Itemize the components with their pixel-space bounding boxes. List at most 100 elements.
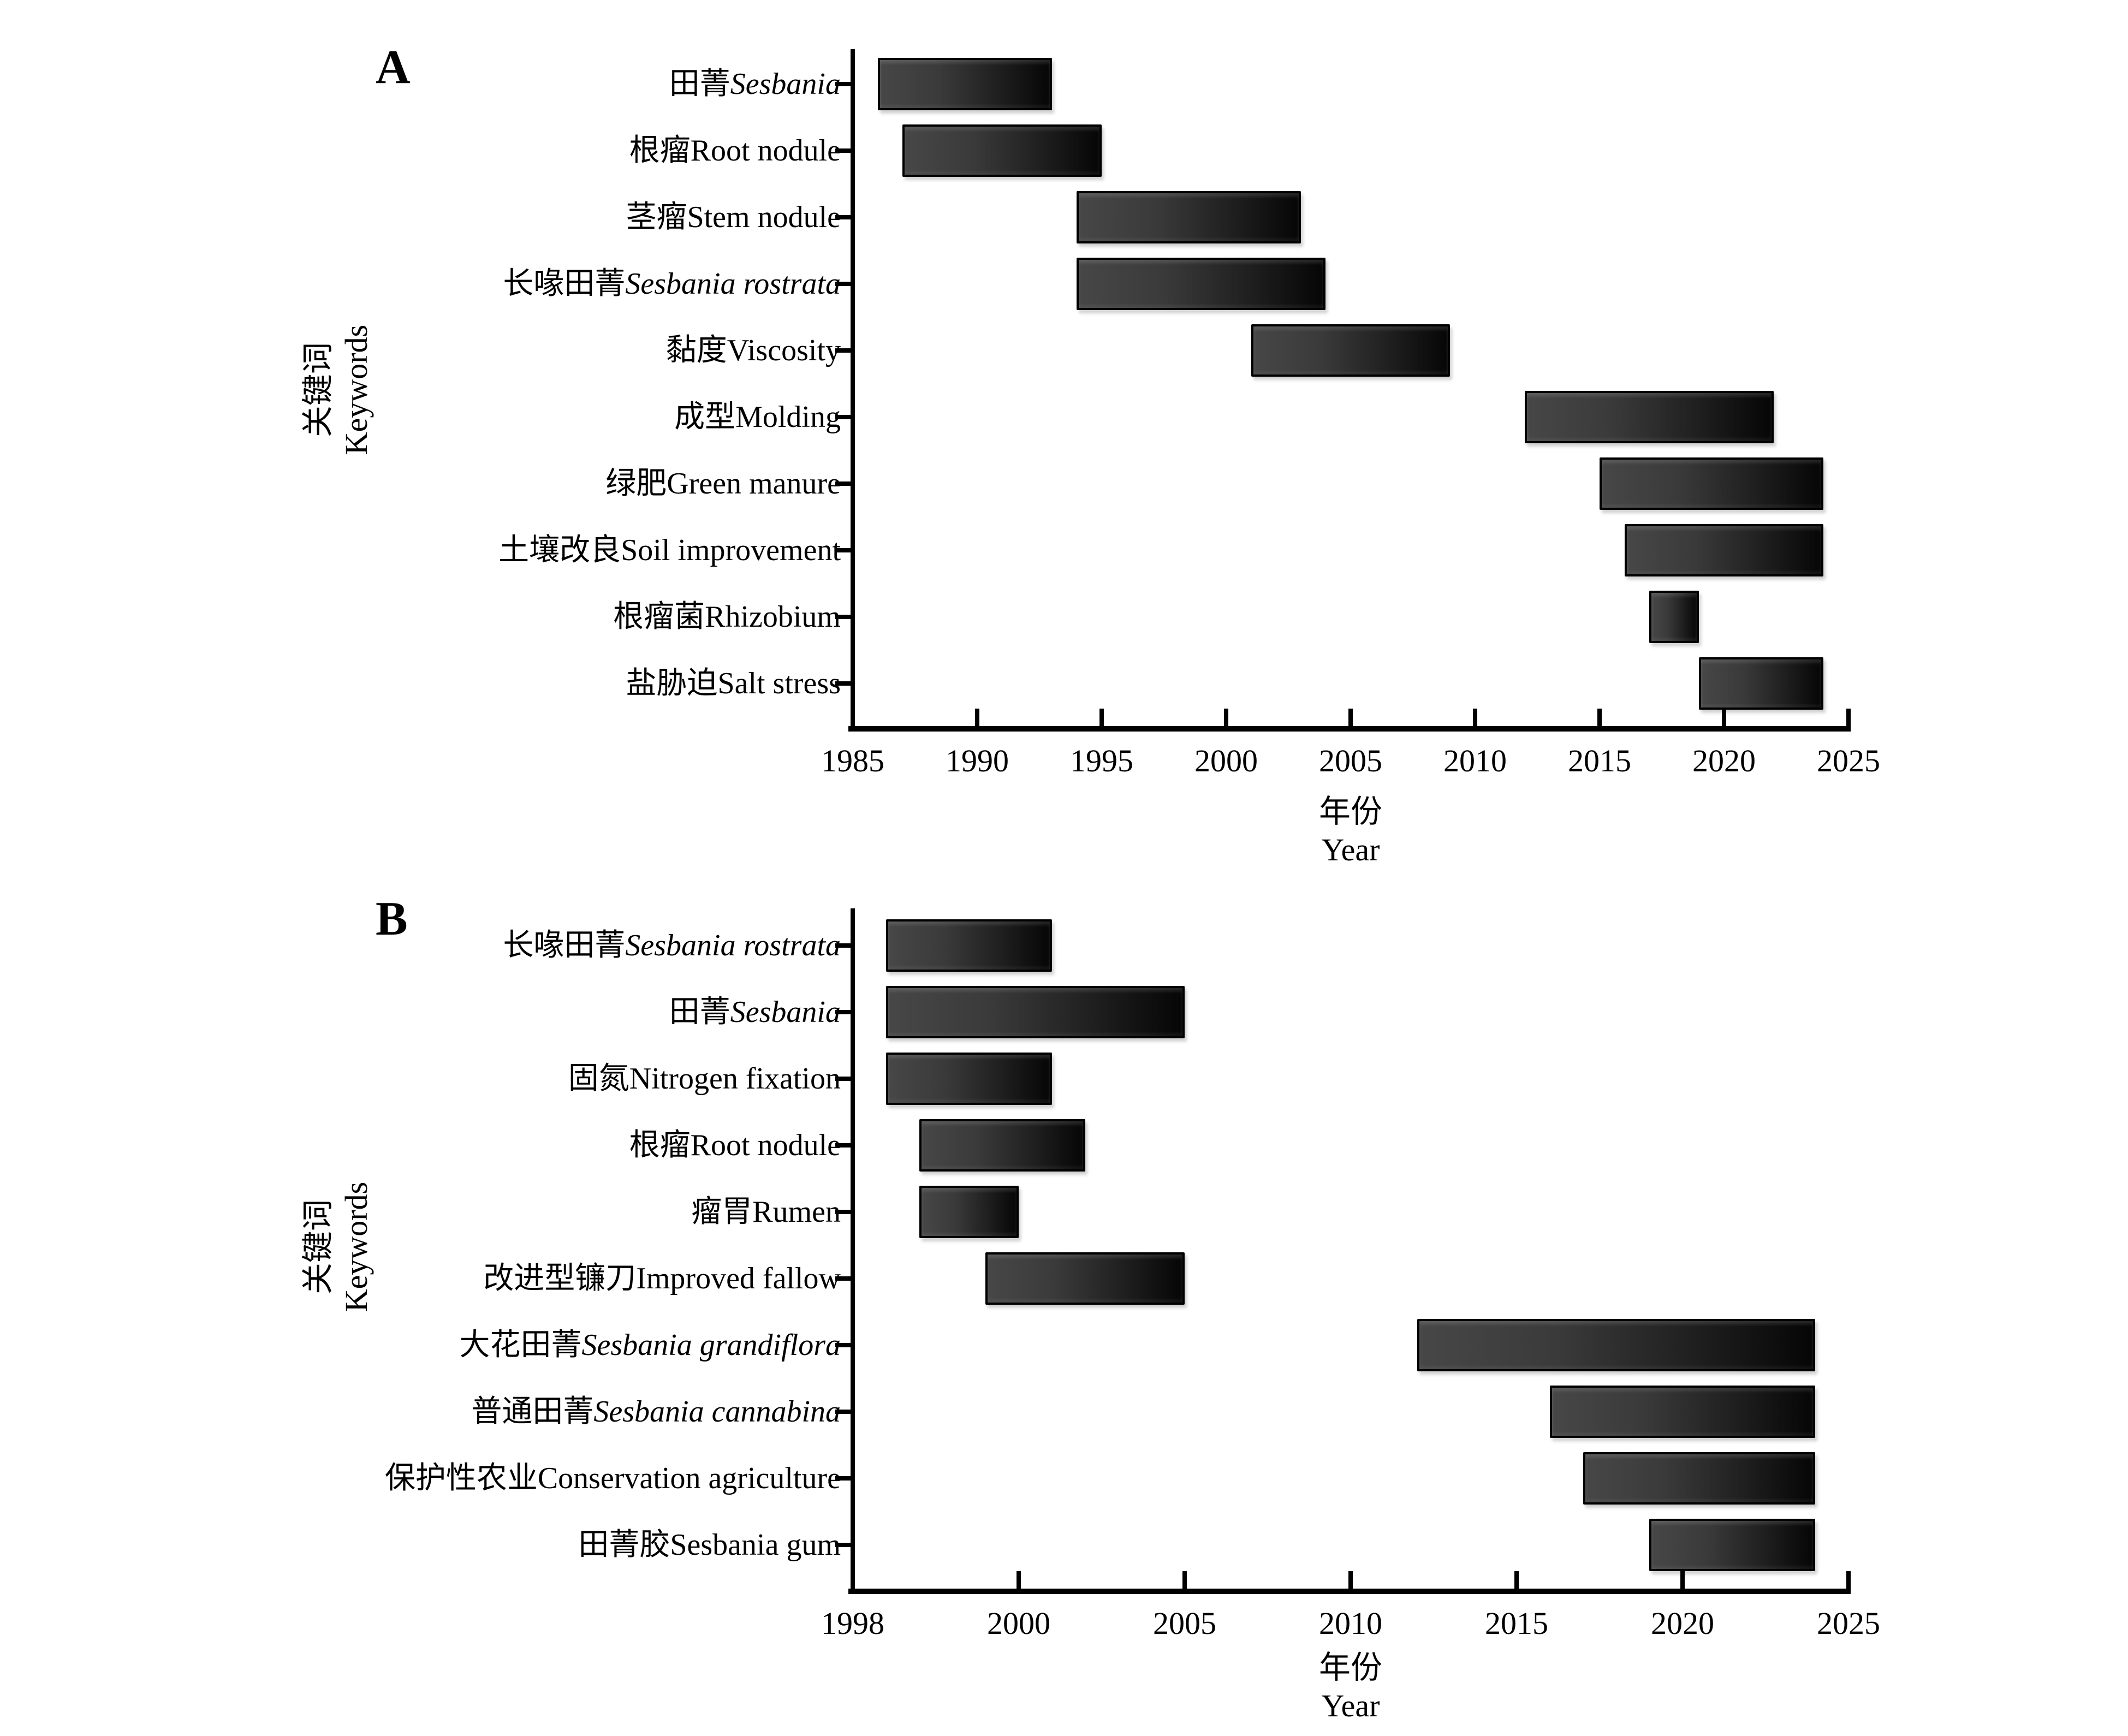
category-label-en: Green manure <box>667 467 841 501</box>
panel-b-x-axis-tick-label: 2000 <box>987 1606 1050 1641</box>
panel-a-gantt-bar <box>1600 457 1824 510</box>
panel-b-y-axis-tick <box>835 1476 853 1481</box>
panel-b-category-label: 固氮Nitrogen fixation <box>568 1061 841 1096</box>
panel-b-gantt-bar <box>1549 1386 1816 1438</box>
category-label-cn: 普通田菁 <box>471 1395 594 1429</box>
category-label-en: Root nodule <box>690 1128 841 1162</box>
category-label-cn: 保护性农业 <box>384 1461 538 1495</box>
panel-a-category-label: 田菁Sesbania <box>669 67 841 102</box>
panel-a-y-axis-tick <box>835 481 853 486</box>
category-label-en: Stem nodule <box>687 200 841 234</box>
panel-a-gantt-bar <box>1077 258 1326 310</box>
panel-a-category-label: 茎瘤Stem nodule <box>626 200 841 235</box>
category-label-cn: 长喙田菁 <box>503 267 626 301</box>
panel-a-gantt-bar <box>1077 191 1301 243</box>
panel-b-gantt-bar <box>1417 1319 1816 1371</box>
panel-b-category-label: 田菁胶Sesbania gum <box>578 1527 841 1562</box>
panel-b-category-label: 改进型镰刀Improved fallow <box>483 1261 841 1296</box>
panel-b-y-axis-tick <box>835 1343 853 1347</box>
panel-a-y-axis-tick <box>835 282 853 286</box>
panel-a-x-axis-title-en: Year <box>1321 832 1380 867</box>
category-label-cn: 田菁 <box>669 995 730 1029</box>
panel-b-gantt-bar <box>1583 1452 1816 1505</box>
panel-a-y-axis-tick <box>835 681 853 686</box>
panel-b-category-label: 保护性农业Conservation agriculture <box>385 1461 841 1496</box>
panel-b-x-axis-tick <box>851 1571 855 1589</box>
panel-b-x-axis-title-en: Year <box>1321 1688 1380 1723</box>
panel-a-y-axis-tick <box>835 415 853 419</box>
panel-b-x-axis-tick-label: 1998 <box>821 1606 884 1641</box>
category-label-cn: 根瘤菌 <box>613 600 705 634</box>
panel-b-x-axis-tick-label: 2005 <box>1153 1606 1216 1641</box>
category-label-cn: 田菁胶 <box>578 1528 670 1562</box>
panel-b-x-axis-tick-label: 2025 <box>1817 1606 1880 1641</box>
category-label-en: Sesbania <box>730 67 841 101</box>
panel-a-y-axis-tick <box>835 215 853 219</box>
panel-b-gantt-bar <box>985 1252 1185 1305</box>
panel-b-x-axis-line <box>848 1589 1851 1594</box>
panel-b-x-axis-tick <box>1514 1571 1519 1589</box>
panel-a-x-axis-tick-label: 1995 <box>1070 743 1133 778</box>
category-label-cn: 田菁 <box>669 67 730 101</box>
category-label-en: Improved fallow <box>636 1262 841 1295</box>
panel-b-x-axis-tick <box>1680 1571 1685 1589</box>
panel-b-y-axis-tick <box>835 1543 853 1547</box>
category-label-cn: 黏度 <box>665 334 727 367</box>
panel-a-x-axis-tick-label: 2015 <box>1568 743 1631 778</box>
category-label-cn: 固氮 <box>568 1062 629 1096</box>
category-label-cn: 成型 <box>674 400 736 434</box>
panel-a-y-axis-tick <box>835 548 853 552</box>
category-label-en: Sesbania grandiflora <box>581 1328 841 1362</box>
panel-b-x-axis-title-cn: 年份 <box>1318 1650 1382 1685</box>
panel-b-y-axis-tick <box>835 943 853 948</box>
panel-a-x-axis-tick-label: 2005 <box>1319 743 1382 778</box>
panel-a-x-axis-tick <box>1846 709 1851 726</box>
panel-a-category-label: 根瘤Root nodule <box>629 133 841 168</box>
panel-b-gantt-bar <box>919 1119 1085 1172</box>
panel-b-y-axis-tick <box>835 1276 853 1281</box>
panel-a-x-axis-tick <box>1722 709 1726 726</box>
panel-a-y-axis-title: 关键词 Keywords <box>299 325 376 455</box>
panel-b-gantt-bar <box>1649 1519 1816 1571</box>
category-label-en: Sesbania rostrata <box>625 929 841 962</box>
panel-b-y-axis-tick <box>835 1410 853 1414</box>
panel-a-x-axis-tick <box>1597 709 1602 726</box>
panel-b-gantt-bar <box>919 1186 1019 1238</box>
category-label-en: Rhizobium <box>705 600 841 634</box>
category-label-cn: 茎瘤 <box>626 200 687 234</box>
panel-a-category-label: 黏度Viscosity <box>666 333 841 368</box>
panel-a-gantt-bar <box>1251 324 1451 377</box>
panel-b-y-axis-line <box>851 908 855 1594</box>
panel-a-y-axis-title-en: Keywords <box>338 324 374 455</box>
panel-b-x-axis-tick-label: 2010 <box>1319 1606 1382 1641</box>
panel-a-gantt-bar <box>1699 657 1824 710</box>
panel-a-y-axis-title-cn: 关键词 <box>300 342 336 438</box>
panel-a-x-axis-tick-label: 2010 <box>1443 743 1507 778</box>
panel-a-category-label: 成型Molding <box>674 400 841 435</box>
panel-b-gantt-bar <box>885 919 1052 972</box>
panel-b-y-axis-tick <box>835 1010 853 1014</box>
category-label-en: Soil improvement <box>621 533 841 567</box>
panel-a-gantt-bar <box>1525 391 1774 443</box>
panel-b-y-axis-title: 关键词 Keywords <box>299 1182 376 1312</box>
category-label-en: Sesbania gum <box>670 1528 841 1562</box>
category-label-cn: 绿肥 <box>605 467 667 501</box>
panel-b-gantt-bar <box>885 1053 1052 1105</box>
category-label-en: Root nodule <box>690 134 841 168</box>
panel-a-x-axis-tick-label: 1985 <box>821 743 884 778</box>
panel-b-x-axis-tick <box>1017 1571 1021 1589</box>
panel-b-x-axis-tick-label: 2020 <box>1651 1606 1714 1641</box>
panel-b-category-label: 普通田菁Sesbania cannabina <box>471 1394 841 1429</box>
category-label-cn: 瘤胃 <box>691 1195 753 1229</box>
panel-a-gantt-bar <box>902 124 1102 177</box>
panel-b-gantt-bar <box>885 986 1185 1038</box>
panel-b-x-axis-tick-label: 2015 <box>1485 1606 1548 1641</box>
category-label-cn: 盐胁迫 <box>626 667 718 700</box>
panel-a-y-axis-line <box>851 49 855 732</box>
category-label-cn: 改进型镰刀 <box>483 1262 637 1295</box>
category-label-en: Molding <box>735 400 841 434</box>
panel-b-y-axis-title-en: Keywords <box>338 1181 374 1312</box>
panel-a-y-axis-tick <box>835 82 853 86</box>
panel-a-x-axis-title-cn: 年份 <box>1318 794 1382 829</box>
